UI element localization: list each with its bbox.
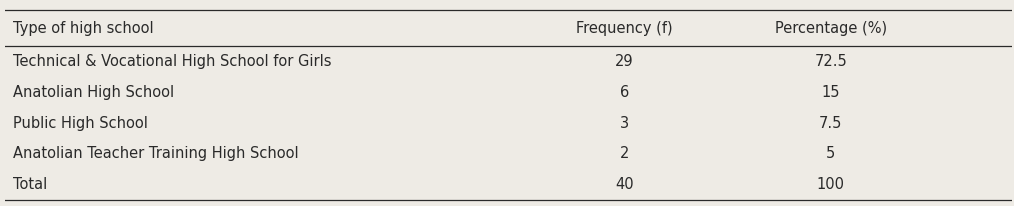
Text: 72.5: 72.5 <box>814 54 847 69</box>
Text: 40: 40 <box>615 177 634 192</box>
Text: 5: 5 <box>826 146 836 161</box>
Text: Percentage (%): Percentage (%) <box>775 21 887 36</box>
Text: 29: 29 <box>615 54 634 69</box>
Text: Frequency (f): Frequency (f) <box>576 21 672 36</box>
Text: 15: 15 <box>821 85 840 100</box>
Text: Total: Total <box>13 177 48 192</box>
Text: 3: 3 <box>620 116 629 131</box>
Text: Technical & Vocational High School for Girls: Technical & Vocational High School for G… <box>13 54 332 69</box>
Text: Type of high school: Type of high school <box>13 21 154 36</box>
Text: Anatolian Teacher Training High School: Anatolian Teacher Training High School <box>13 146 299 161</box>
Text: Public High School: Public High School <box>13 116 148 131</box>
Text: 6: 6 <box>620 85 629 100</box>
Text: Anatolian High School: Anatolian High School <box>13 85 174 100</box>
Text: 7.5: 7.5 <box>819 116 843 131</box>
Text: 2: 2 <box>620 146 629 161</box>
Text: 100: 100 <box>816 177 845 192</box>
